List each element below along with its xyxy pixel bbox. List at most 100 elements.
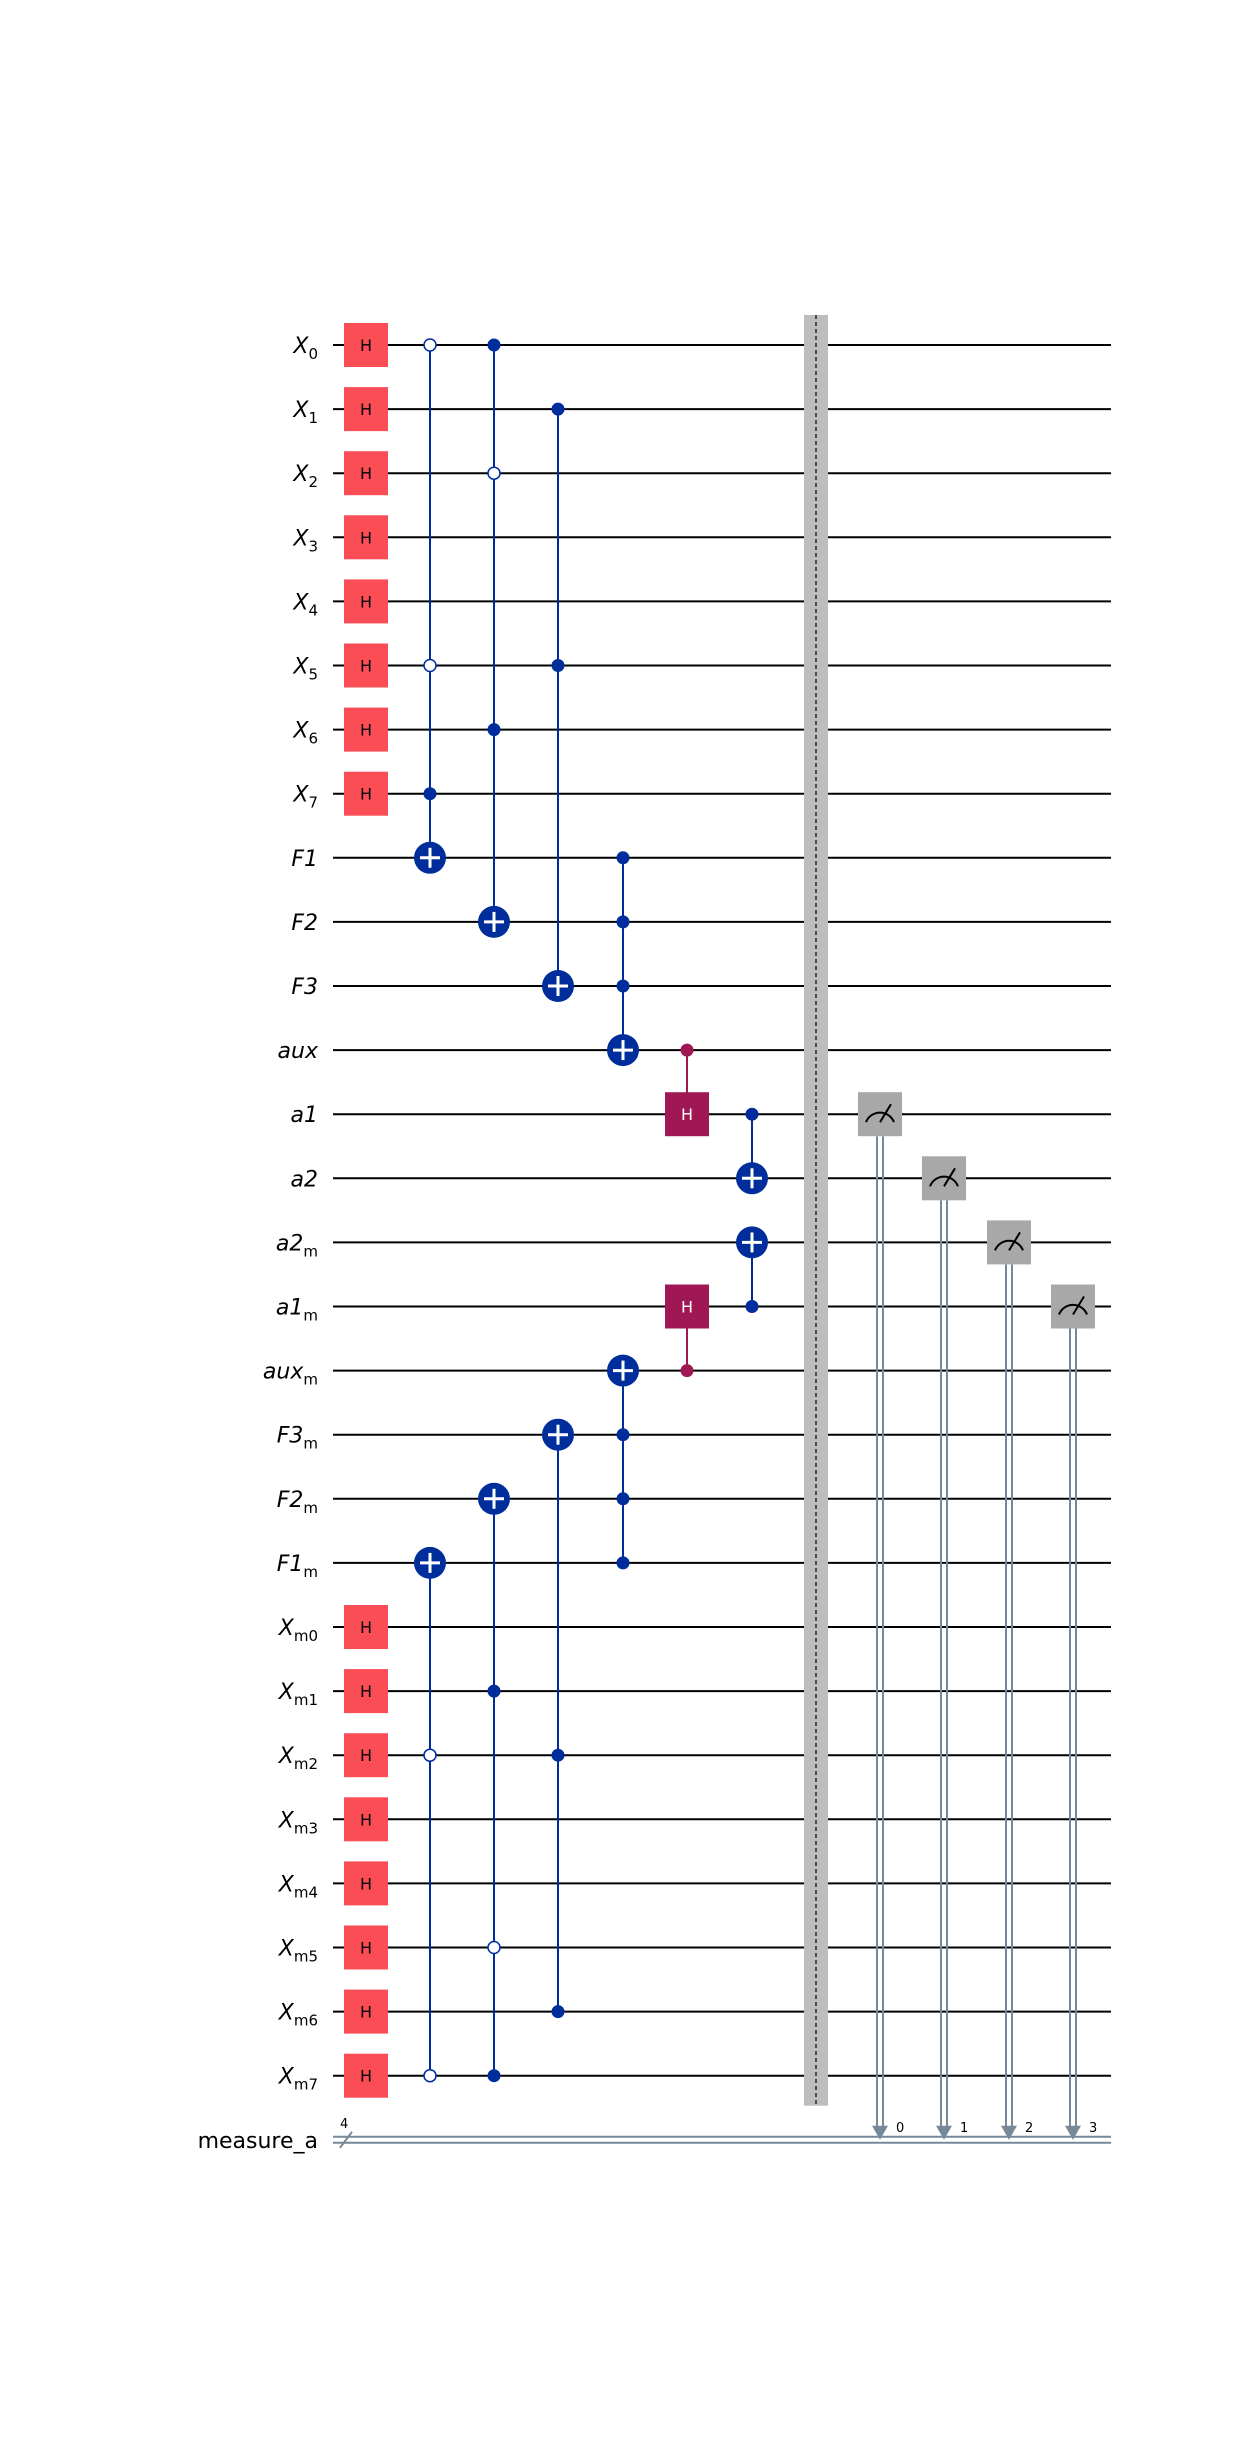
qubit-label-subscript: m (303, 1307, 318, 1325)
qubit-label-base: F3 (291, 975, 318, 1000)
qubit-label: F2m (277, 1488, 318, 1517)
measure-arrow (936, 2125, 952, 2140)
h-gate (344, 323, 388, 367)
h-gate-label: H (360, 721, 372, 740)
qubit-label-base: X (292, 590, 309, 615)
qubit-label: F1 (291, 847, 318, 872)
qubit-label: a1m (276, 1296, 318, 1325)
qubit-label-base: F2 (291, 911, 318, 936)
control-dot (551, 1748, 565, 1762)
qubit-label-base: X (278, 1937, 295, 1962)
measure-arrow (1065, 2125, 1081, 2140)
qubit-label-subscript: 6 (308, 730, 318, 748)
h-gate-label: H (360, 336, 372, 355)
qubit-label: a2 (291, 1167, 318, 1192)
control-dot (616, 851, 630, 865)
control-dot (487, 1684, 501, 1698)
qubit-label-base: X (292, 719, 309, 744)
meter-needle-icon (879, 1103, 892, 1123)
meter-needle-icon (1008, 1231, 1021, 1251)
qubit-label-base: a1 (276, 1296, 303, 1321)
h-gate (344, 387, 388, 432)
qubit-label-subscript: m1 (294, 1691, 318, 1709)
qubit-label-base: F2 (277, 1488, 304, 1513)
open-control-dot (423, 338, 437, 352)
measure-gate (1051, 1284, 1095, 1329)
qubit-label: X3 (292, 526, 318, 555)
h-gate (344, 1989, 388, 2034)
controlled-h-gate (665, 1284, 709, 1329)
open-control-dot (487, 1940, 501, 1955)
h-gate (344, 515, 388, 560)
open-control-dot (487, 466, 501, 480)
qubit-label-base: X (278, 1808, 295, 1833)
control-dot (423, 787, 437, 801)
qubit-label-subscript: m2 (294, 1755, 318, 1773)
h-gate (344, 1797, 388, 1842)
meter-icon (1058, 1303, 1088, 1315)
qubit-label: F2 (291, 911, 318, 936)
qubit-label: Xm7 (278, 2065, 318, 2094)
h-gate (344, 643, 388, 688)
wires (333, 344, 1111, 2149)
qubit-label-base: X (278, 1744, 295, 1769)
control-dot (616, 1492, 630, 1506)
h-gate-label: H (360, 657, 372, 676)
h-gate-label: H (360, 1618, 372, 1637)
qubit-label-base: X (278, 1680, 295, 1705)
qubit-label-subscript: m6 (294, 2012, 318, 2030)
qubit-label-subscript: 4 (308, 601, 318, 619)
qubit-label-base: F1 (291, 847, 318, 872)
meter-icon (929, 1175, 959, 1187)
control-dot (616, 979, 630, 993)
h-gate (344, 1605, 388, 1649)
qubit-label: Xm4 (278, 1872, 318, 1901)
qubit-label-base: X (278, 1616, 295, 1641)
qubit-label-base: a2 (291, 1167, 318, 1192)
qubit-label: aux (278, 1039, 319, 1064)
qubit-label: Xm0 (278, 1616, 318, 1645)
control-dot (487, 723, 501, 737)
qubit-label-base: X (278, 2065, 295, 2090)
qubit-label-subscript: 0 (308, 345, 318, 363)
controlled-h-gate-label: H (681, 1105, 693, 1124)
h-gate-label: H (360, 1939, 372, 1958)
qubit-label-subscript: m3 (294, 1819, 318, 1837)
qubit-label-base: X (292, 655, 309, 680)
bit-index-label: 1 (960, 2121, 968, 2136)
qubit-label-subscript: m5 (294, 1948, 318, 1966)
qubit-label: F3 (291, 975, 318, 1000)
qubit-label-base: X (278, 2001, 295, 2026)
control-dot (745, 1107, 759, 1121)
measure-arrow (872, 2125, 888, 2140)
h-gate (344, 451, 388, 496)
qubit-label-base: F1 (277, 1552, 304, 1577)
barrier (804, 315, 828, 2106)
qubit-label-base: F3 (277, 1424, 304, 1449)
meter-icon (865, 1111, 895, 1123)
measure-arrow (1001, 2125, 1017, 2140)
measure-gate (922, 1156, 966, 1201)
qubit-label: Xm2 (278, 1744, 318, 1773)
qubit-label: auxm (263, 1360, 318, 1389)
h-gate (344, 1733, 388, 1778)
control-dot (551, 659, 565, 672)
qubit-label-subscript: m7 (294, 2076, 318, 2094)
bit-index-label: 0 (896, 2121, 904, 2136)
qubit-label-base: X (292, 462, 309, 487)
control-dot (551, 2005, 565, 2019)
qubit-label-subscript: 2 (308, 473, 318, 491)
h-gate (344, 707, 388, 752)
register-size-slash (339, 2131, 353, 2149)
h-gate (344, 771, 388, 816)
qubit-label: Xm6 (278, 2001, 318, 2030)
qubit-label: X5 (292, 655, 318, 684)
h-gate (344, 2053, 388, 2098)
qubit-label-subscript: m (303, 1371, 318, 1389)
qubit-label: F3m (277, 1424, 318, 1453)
qubit-label-base: X (278, 1872, 295, 1897)
qubit-label-subscript: 3 (308, 537, 318, 555)
control-dot (745, 1300, 759, 1313)
qubit-label-subscript: 7 (308, 794, 318, 812)
